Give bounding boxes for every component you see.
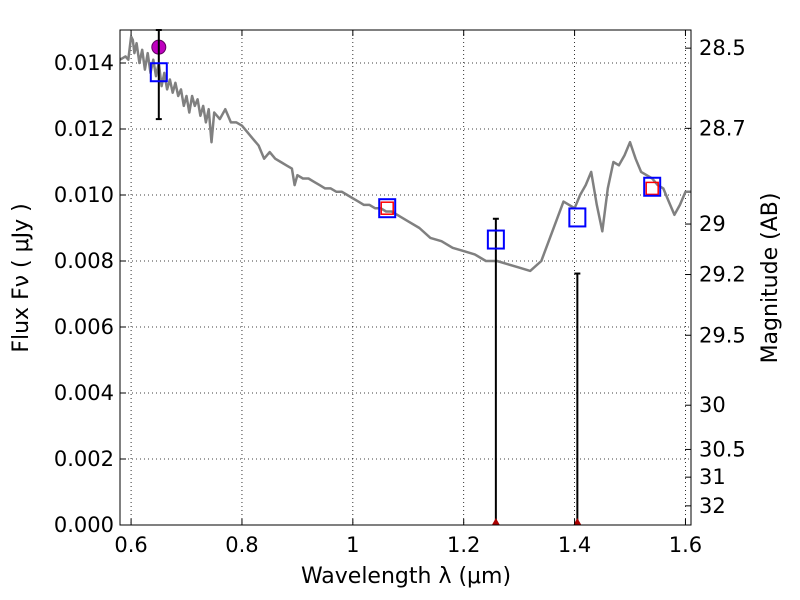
x-axis-label: Wavelength λ (μm) (301, 564, 511, 589)
model-point (645, 181, 659, 196)
right-tick-label: 29.5 (699, 323, 746, 347)
y-tick-label: 0.014 (54, 51, 114, 75)
x-tick-label: 0.6 (114, 533, 147, 557)
y-tick-label: 0.004 (54, 381, 114, 405)
right-tick-label: 29.2 (699, 263, 746, 287)
x-tick-label: 1.2 (447, 533, 480, 557)
observed-point (568, 207, 587, 228)
tick-labels-layer: 0.6 0.8 1 1.2 1.4 1.6 0.000 0.002 0.004 0.006 0.00… (54, 36, 746, 557)
data-points-layer (149, 29, 662, 525)
right-tick-label: 31 (699, 465, 726, 489)
right-tick-label: 30.5 (699, 437, 746, 461)
right-tick-label: 28.7 (699, 116, 746, 140)
x-tick-label: 1 (346, 533, 359, 557)
y-tick-label: 0.010 (54, 183, 114, 207)
observed-point (643, 176, 662, 197)
spectrum-line (120, 35, 691, 273)
y-tick-label: 0.000 (54, 513, 114, 537)
x-tick-label: 0.8 (225, 533, 258, 557)
right-tick-label: 29 (699, 212, 726, 236)
right-tick-label: 30 (699, 393, 726, 417)
right-tick-label: 28.5 (699, 36, 746, 60)
right-tick-label: 32 (699, 494, 726, 518)
x-tick-label: 1.6 (669, 533, 702, 557)
series-layer (120, 35, 691, 273)
y-axis-label: Flux Fν ( μJy ) (9, 203, 34, 352)
ticks-layer (120, 30, 691, 526)
y-tick-label: 0.006 (54, 315, 114, 339)
model-point (380, 201, 394, 215)
observed-point (486, 229, 505, 250)
upper-limit-marker (573, 518, 582, 525)
observed-point (149, 62, 168, 83)
upper-limit-marker (491, 518, 500, 525)
observed-point (378, 198, 397, 219)
plot-frame (119, 29, 692, 526)
y-tick-label: 0.008 (54, 249, 114, 273)
y-tick-label: 0.002 (54, 447, 114, 471)
right-axis-label: Magnitude (AB) (758, 193, 783, 364)
grid-lines (120, 30, 691, 526)
x-tick-label: 1.4 (558, 533, 591, 557)
y-tick-label: 0.012 (54, 117, 114, 141)
